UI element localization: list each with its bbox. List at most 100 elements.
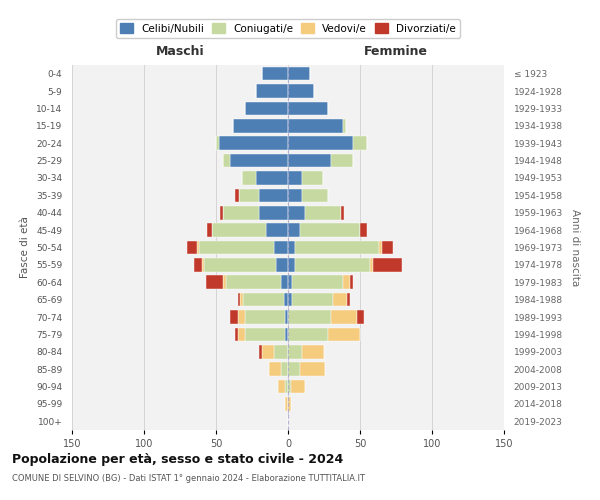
Legend: Celibi/Nubili, Coniugati/e, Vedovi/e, Divorziati/e: Celibi/Nubili, Coniugati/e, Vedovi/e, Di… — [116, 19, 460, 38]
Bar — [285, 397, 288, 410]
Bar — [245, 328, 285, 341]
Bar — [241, 293, 244, 306]
Bar — [199, 240, 274, 254]
Bar — [278, 380, 285, 394]
Bar — [220, 206, 223, 220]
Bar — [223, 206, 259, 220]
Bar — [288, 258, 295, 272]
Bar — [331, 154, 353, 168]
Bar — [288, 119, 343, 132]
Bar — [343, 119, 346, 132]
Bar — [288, 102, 328, 115]
Bar — [194, 258, 202, 272]
Bar — [373, 258, 402, 272]
Bar — [262, 345, 274, 358]
Bar — [259, 188, 288, 202]
Bar — [288, 171, 302, 185]
Bar — [305, 206, 341, 220]
Bar — [274, 345, 288, 358]
Bar — [238, 310, 245, 324]
Bar — [288, 206, 305, 220]
Bar — [269, 362, 281, 376]
Bar — [292, 276, 343, 289]
Bar — [235, 188, 239, 202]
Bar — [288, 397, 291, 410]
Bar — [295, 258, 370, 272]
Bar — [223, 154, 230, 168]
Bar — [295, 240, 379, 254]
Bar — [216, 136, 219, 150]
Bar — [208, 224, 212, 237]
Bar — [288, 310, 331, 324]
Bar — [288, 136, 353, 150]
Bar — [328, 328, 360, 341]
Bar — [302, 171, 323, 185]
Text: Femmine: Femmine — [364, 45, 428, 58]
Text: COMUNE DI SELVINO (BG) - Dati ISTAT 1° gennaio 2024 - Elaborazione TUTTITALIA.IT: COMUNE DI SELVINO (BG) - Dati ISTAT 1° g… — [12, 474, 365, 483]
Bar — [288, 84, 314, 98]
Bar — [288, 67, 310, 80]
Text: Popolazione per età, sesso e stato civile - 2024: Popolazione per età, sesso e stato civil… — [12, 452, 343, 466]
Bar — [341, 206, 344, 220]
Bar — [288, 380, 291, 394]
Bar — [212, 224, 266, 237]
Bar — [357, 310, 364, 324]
Bar — [223, 276, 226, 289]
Bar — [233, 119, 288, 132]
Bar — [242, 171, 256, 185]
Y-axis label: Anni di nascita: Anni di nascita — [569, 209, 580, 286]
Bar — [238, 328, 245, 341]
Bar — [288, 345, 302, 358]
Bar — [281, 276, 288, 289]
Bar — [230, 154, 288, 168]
Bar — [288, 224, 299, 237]
Bar — [331, 310, 357, 324]
Bar — [291, 380, 305, 394]
Bar — [350, 276, 353, 289]
Bar — [299, 362, 325, 376]
Bar — [360, 224, 367, 237]
Bar — [281, 362, 288, 376]
Bar — [235, 328, 238, 341]
Bar — [259, 206, 288, 220]
Bar — [285, 328, 288, 341]
Bar — [245, 310, 285, 324]
Bar — [353, 136, 367, 150]
Bar — [288, 154, 331, 168]
Bar — [332, 293, 347, 306]
Bar — [197, 240, 199, 254]
Bar — [288, 362, 299, 376]
Bar — [244, 293, 284, 306]
Bar — [277, 258, 288, 272]
Bar — [266, 224, 288, 237]
Bar — [288, 276, 292, 289]
Bar — [382, 240, 393, 254]
Bar — [343, 276, 350, 289]
Bar — [226, 276, 281, 289]
Bar — [187, 240, 197, 254]
Bar — [219, 136, 288, 150]
Bar — [202, 258, 205, 272]
Bar — [256, 84, 288, 98]
Bar — [259, 345, 262, 358]
Bar — [288, 328, 328, 341]
Bar — [347, 293, 350, 306]
Bar — [238, 293, 241, 306]
Bar — [379, 240, 382, 254]
Bar — [239, 188, 259, 202]
Bar — [256, 171, 288, 185]
Y-axis label: Fasce di età: Fasce di età — [20, 216, 31, 278]
Bar — [302, 188, 328, 202]
Bar — [299, 224, 360, 237]
Bar — [302, 345, 324, 358]
Bar — [284, 293, 288, 306]
Bar — [370, 258, 373, 272]
Bar — [288, 240, 295, 254]
Bar — [288, 293, 292, 306]
Text: Maschi: Maschi — [155, 45, 205, 58]
Bar — [274, 240, 288, 254]
Bar — [285, 380, 288, 394]
Bar — [230, 310, 238, 324]
Bar — [205, 258, 277, 272]
Bar — [285, 310, 288, 324]
